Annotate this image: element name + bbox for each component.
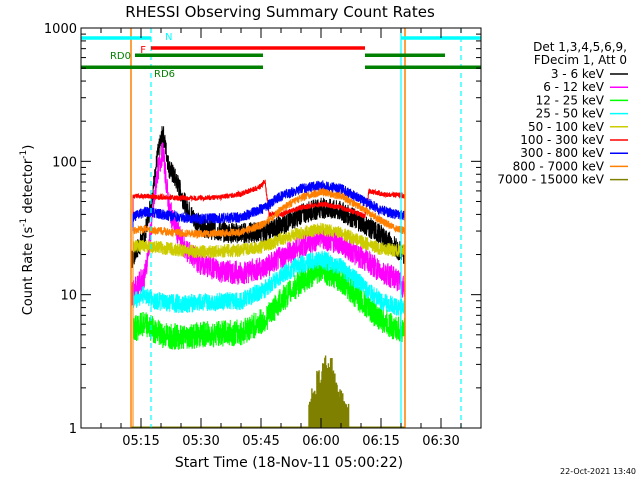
x-tick-label: 05:45: [242, 434, 279, 449]
legend-entry-label: 3 - 6 keV: [551, 67, 605, 81]
legend-entry-label: 25 - 50 keV: [536, 107, 605, 121]
series-trace: [132, 250, 406, 428]
chart-title: RHESSI Observing Summary Count Rates: [125, 3, 435, 21]
flag-label: RD0: [110, 51, 131, 62]
legend-header-fdecim: FDecim 1, Att 0: [534, 53, 627, 67]
legend-entry-label: 800 - 7000 keV: [513, 159, 605, 173]
y-tick-label: 1000: [44, 22, 77, 37]
legend-entry-label: 300 - 800 keV: [520, 146, 604, 160]
x-tick-label: 06:00: [302, 434, 339, 449]
y-axis-label: Count Rate (s-1 detector-1): [19, 145, 36, 316]
legend-entry-label: 50 - 100 keV: [528, 120, 605, 134]
flag-label: N: [165, 32, 172, 43]
series-trace: [132, 222, 406, 428]
legend-entry-label: 6 - 12 keV: [543, 80, 605, 94]
legend-entry-label: 7000 - 15000 keV: [497, 173, 604, 187]
legend-entry-label: 100 - 300 keV: [520, 133, 604, 147]
y-tick-label: 100: [52, 155, 77, 170]
legend-header-detectors: Det 1,3,4,5,6,9,: [533, 40, 627, 54]
timestamp-stamp: 22-Oct-2021 13:40: [560, 467, 636, 476]
series-trace-7000-15000: [308, 355, 350, 428]
series-trace: [132, 258, 406, 428]
series-trace: [132, 179, 406, 428]
x-axis-label: Start Time (18-Nov-11 05:00:22): [175, 455, 403, 471]
series-trace: [132, 186, 406, 428]
x-tick-label: 06:15: [362, 434, 399, 449]
legend-entry-label: 12 - 25 keV: [536, 93, 605, 107]
series-trace: [130, 126, 406, 429]
x-tick-label: 05:30: [182, 434, 219, 449]
series-trace: [132, 180, 406, 428]
y-tick-label: 1: [69, 422, 77, 437]
flag-label: RD6: [154, 69, 175, 80]
y-tick-label: 10: [60, 289, 77, 304]
x-tick-label: 05:15: [122, 434, 159, 449]
flag-label: F: [140, 45, 146, 56]
x-tick-label: 06:30: [422, 434, 459, 449]
